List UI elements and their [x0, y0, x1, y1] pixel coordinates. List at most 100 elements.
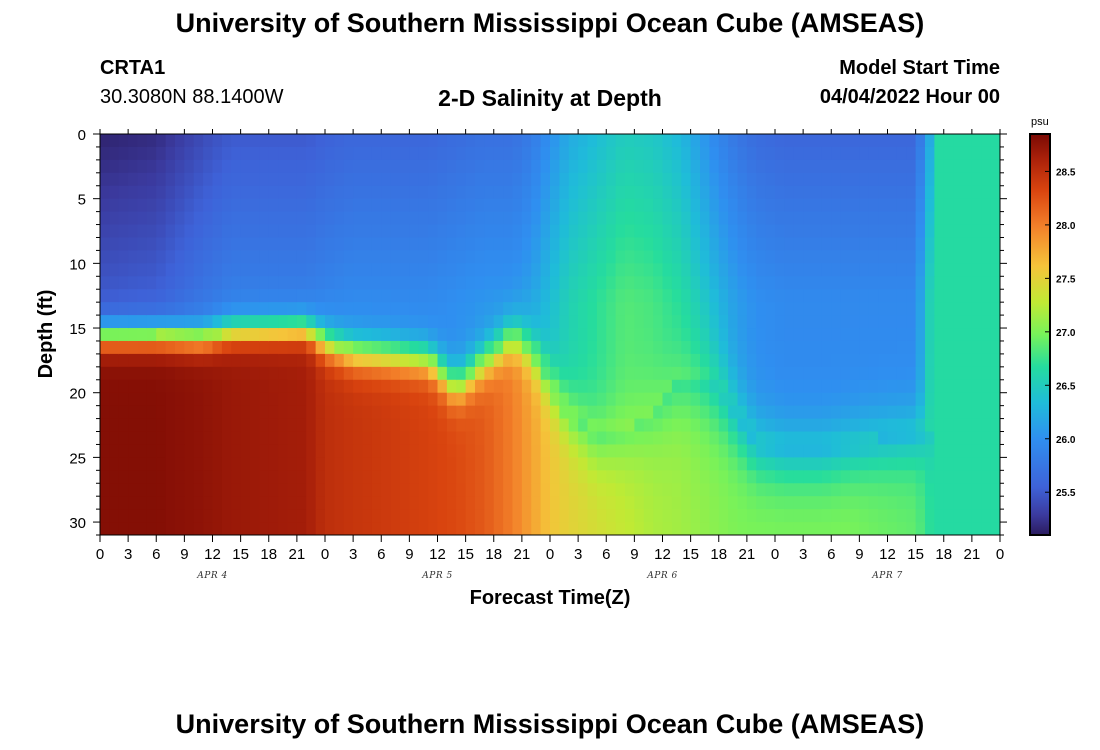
- heatmap-cell: [625, 146, 635, 161]
- heatmap-cell: [400, 470, 410, 484]
- heatmap-cell: [109, 470, 120, 484]
- heatmap-cell: [381, 134, 392, 148]
- heatmap-cell: [606, 263, 617, 277]
- heatmap-cell: [943, 172, 954, 187]
- heatmap-cell: [521, 146, 532, 161]
- heatmap-cell: [925, 444, 935, 458]
- heatmap-cell: [981, 134, 992, 148]
- heatmap-cell: [240, 146, 251, 161]
- heatmap-cell: [803, 211, 814, 226]
- heatmap-cell: [859, 328, 870, 342]
- heatmap-cell: [981, 289, 992, 303]
- heatmap-cell: [456, 185, 467, 200]
- heatmap-cell: [681, 224, 692, 239]
- heatmap-cell: [475, 470, 485, 484]
- heatmap-cell: [381, 198, 392, 213]
- heatmap-cell: [568, 237, 579, 252]
- heatmap-cell: [971, 509, 982, 523]
- heatmap-cell: [418, 276, 429, 290]
- heatmap-cell: [803, 263, 814, 277]
- heatmap-cell: [887, 250, 898, 264]
- heatmap-cell: [221, 315, 232, 329]
- heatmap-cell: [634, 224, 645, 239]
- heatmap-cell: [521, 392, 532, 407]
- heatmap-cell: [250, 379, 260, 394]
- heatmap-cell: [934, 366, 945, 381]
- heatmap-cell: [456, 198, 467, 213]
- heatmap-cell: [831, 134, 842, 148]
- heatmap-cell: [287, 185, 298, 200]
- heatmap-cell: [943, 263, 954, 277]
- heatmap-cell: [259, 237, 270, 252]
- heatmap-cell: [700, 315, 710, 329]
- heatmap-cell: [381, 185, 392, 200]
- heatmap-cell: [371, 340, 382, 355]
- heatmap-cell: [971, 392, 982, 407]
- heatmap-cell: [400, 522, 410, 535]
- heatmap-cell: [390, 522, 401, 535]
- heatmap-cell: [671, 366, 682, 381]
- heatmap-cell: [803, 379, 814, 394]
- heatmap-cell: [137, 276, 148, 290]
- heatmap-cell: [596, 172, 607, 187]
- heatmap-cell: [934, 289, 945, 303]
- heatmap-cell: [362, 328, 373, 342]
- heatmap-cell: [381, 379, 392, 394]
- heatmap-cell: [971, 328, 982, 342]
- heatmap-cell: [625, 224, 635, 239]
- heatmap-cell: [756, 211, 767, 226]
- heatmap-cell: [334, 328, 345, 342]
- heatmap-cell: [634, 302, 645, 316]
- heatmap-cell: [981, 509, 992, 523]
- heatmap-cell: [943, 509, 954, 523]
- heatmap-cell: [531, 496, 542, 510]
- heatmap-cell: [971, 237, 982, 252]
- heatmap-cell: [418, 302, 429, 316]
- heatmap-cell: [943, 198, 954, 213]
- heatmap-cell: [671, 353, 682, 368]
- heatmap-cell: [765, 185, 776, 200]
- heatmap-cell: [268, 211, 279, 226]
- heatmap-cell: [353, 172, 364, 187]
- heatmap-cell: [146, 444, 157, 458]
- heatmap-cell: [568, 366, 579, 381]
- heatmap-cell: [128, 198, 139, 213]
- heatmap-cell: [859, 509, 870, 523]
- heatmap-cell: [475, 431, 485, 446]
- heatmap-cell: [578, 263, 589, 277]
- heatmap-cell: [831, 457, 842, 471]
- heatmap-cell: [165, 366, 176, 381]
- heatmap-cell: [353, 353, 364, 368]
- heatmap-cell: [381, 289, 392, 303]
- heatmap-cell: [465, 496, 476, 510]
- heatmap-cell: [540, 470, 551, 484]
- heatmap-cell: [428, 134, 439, 148]
- heatmap-cell: [193, 185, 204, 200]
- heatmap-cell: [859, 237, 870, 252]
- heatmap-cell: [184, 483, 195, 497]
- heatmap-cell: [925, 211, 935, 226]
- heatmap-cell: [184, 379, 195, 394]
- heatmap-cell: [709, 134, 720, 148]
- heatmap-cell: [437, 509, 448, 523]
- heatmap-cell: [868, 237, 879, 252]
- heatmap-cell: [981, 198, 992, 213]
- heatmap-cell: [803, 224, 814, 239]
- heatmap-cell: [212, 159, 223, 174]
- heatmap-cell: [587, 366, 598, 381]
- heatmap-cell: [287, 159, 298, 174]
- heatmap-cell: [878, 522, 889, 535]
- heatmap-cell: [268, 237, 279, 252]
- heatmap-cell: [934, 328, 945, 342]
- heatmap-cell: [850, 237, 860, 252]
- heatmap-cell: [878, 366, 889, 381]
- heatmap-cell: [718, 522, 729, 535]
- heatmap-cell: [953, 250, 964, 264]
- heatmap-cell: [709, 315, 720, 329]
- heatmap-cell: [578, 315, 589, 329]
- heatmap-cell: [653, 431, 664, 446]
- heatmap-cell: [953, 483, 964, 497]
- heatmap-cell: [240, 250, 251, 264]
- heatmap-cell: [793, 405, 804, 420]
- heatmap-cell: [625, 315, 635, 329]
